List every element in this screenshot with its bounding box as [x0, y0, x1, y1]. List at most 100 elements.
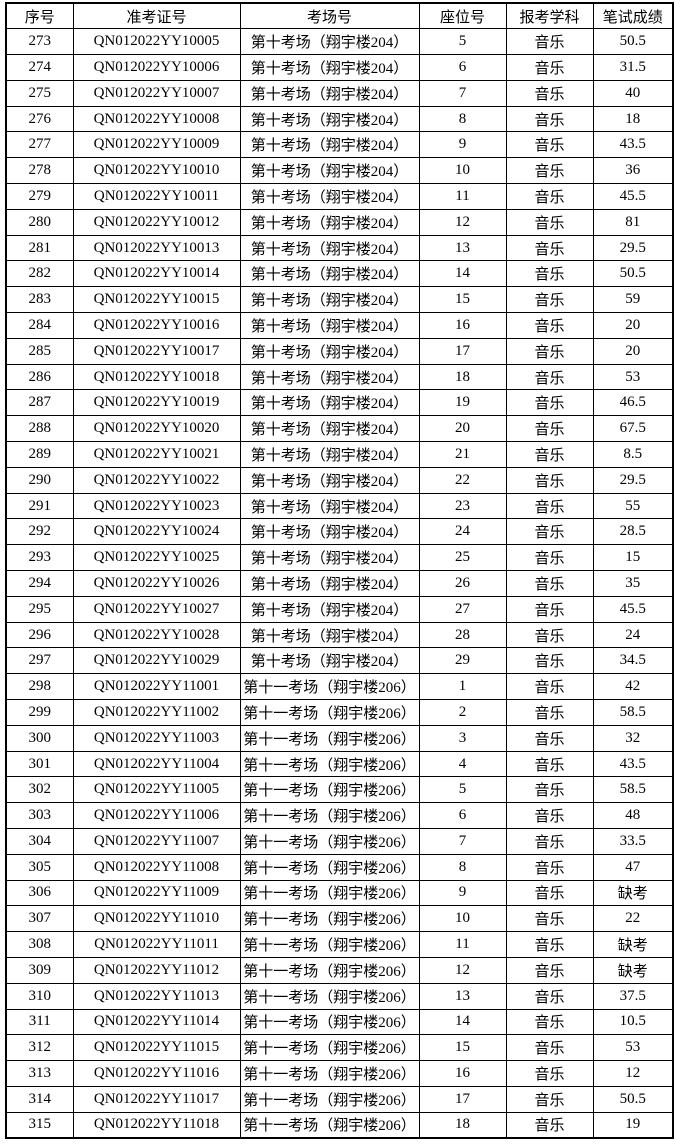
- cell-seat-number: 16: [418, 1060, 507, 1087]
- cell-index: 278: [5, 157, 74, 185]
- cell-exam-room: 第十一考场（翔宇楼206）: [239, 931, 420, 958]
- cell-ticket-number: QN012022YY10013: [72, 234, 241, 262]
- table-row: 308 QN012022YY11011 第十一考场（翔宇楼206） 11 音乐 缺考: [5, 931, 674, 958]
- cell-seat-number: 25: [418, 544, 507, 572]
- cell-score: 18: [592, 105, 674, 133]
- cell-index: 297: [5, 647, 74, 675]
- cell-exam-room: 第十一考场（翔宇楼206）: [239, 802, 420, 829]
- cell-ticket-number: QN012022YY11014: [72, 1008, 241, 1036]
- cell-seat-number: 6: [418, 802, 507, 829]
- cell-score: 20: [592, 337, 674, 365]
- cell-index: 289: [5, 441, 74, 468]
- cell-ticket-number: QN012022YY10009: [72, 131, 241, 159]
- cell-subject: 音乐: [505, 1060, 594, 1087]
- table-row: 298 QN012022YY11001 第十一考场（翔宇楼206） 1 音乐 42: [5, 673, 674, 701]
- cell-ticket-number: QN012022YY11004: [72, 750, 241, 778]
- cell-seat-number: 13: [418, 982, 507, 1010]
- cell-seat-number: 8: [418, 853, 507, 881]
- cell-ticket-number: QN012022YY10006: [72, 54, 241, 81]
- cell-score: 36: [592, 157, 674, 185]
- cell-index: 299: [5, 699, 74, 726]
- cell-ticket-number: QN012022YY10024: [72, 518, 241, 546]
- cell-ticket-number: QN012022YY10026: [72, 570, 241, 597]
- cell-seat-number: 24: [418, 518, 507, 546]
- cell-exam-room: 第十考场（翔宇楼204）: [239, 363, 420, 391]
- cell-seat-number: 11: [418, 183, 507, 210]
- cell-seat-number: 28: [418, 621, 507, 649]
- cell-seat-number: 4: [418, 750, 507, 778]
- cell-score: 45.5: [592, 595, 674, 623]
- cell-score: 53: [592, 1034, 674, 1062]
- cell-score: 48: [592, 802, 674, 829]
- cell-index: 290: [5, 466, 74, 494]
- table-row: 309 QN012022YY11012 第十一考场（翔宇楼206） 12 音乐 缺考: [5, 956, 674, 984]
- cell-index: 308: [5, 931, 74, 958]
- cell-subject: 音乐: [505, 105, 594, 133]
- cell-seat-number: 22: [418, 466, 507, 494]
- cell-exam-room: 第十一考场（翔宇楼206）: [239, 1034, 420, 1062]
- cell-seat-number: 14: [418, 260, 507, 288]
- cell-subject: 音乐: [505, 208, 594, 236]
- cell-index: 300: [5, 724, 74, 752]
- table-row: 286 QN012022YY10018 第十考场（翔宇楼204） 18 音乐 53: [5, 363, 674, 391]
- cell-seat-number: 18: [418, 1111, 507, 1139]
- table-row: 301 QN012022YY11004 第十一考场（翔宇楼206） 4 音乐 43.5: [5, 750, 674, 778]
- cell-subject: 音乐: [505, 776, 594, 804]
- cell-ticket-number: QN012022YY11018: [72, 1111, 241, 1139]
- cell-ticket-number: QN012022YY11015: [72, 1034, 241, 1062]
- cell-index: 314: [5, 1085, 74, 1113]
- cell-seat-number: 16: [418, 312, 507, 339]
- cell-index: 305: [5, 853, 74, 881]
- cell-exam-room: 第十一考场（翔宇楼206）: [239, 1111, 420, 1139]
- cell-score: 50.5: [592, 1085, 674, 1113]
- column-header-score: 笔试成绩: [592, 2, 674, 30]
- cell-subject: 音乐: [505, 260, 594, 288]
- exam-results-table: 序号 准考证号 考场号 座位号 报考学科 笔试成绩 273 QN012022YY10005 第…: [5, 2, 674, 1140]
- cell-ticket-number: QN012022YY10014: [72, 260, 241, 288]
- cell-index: 310: [5, 982, 74, 1010]
- table-row: 313 QN012022YY11016 第十一考场（翔宇楼206） 16 音乐 12: [5, 1060, 674, 1087]
- cell-seat-number: 13: [418, 234, 507, 262]
- cell-exam-room: 第十一考场（翔宇楼206）: [239, 905, 420, 933]
- cell-seat-number: 2: [418, 699, 507, 726]
- cell-seat-number: 20: [418, 415, 507, 443]
- cell-exam-room: 第十考场（翔宇楼204）: [239, 183, 420, 210]
- table-row: 314 QN012022YY11017 第十一考场（翔宇楼206） 17 音乐 50.5: [5, 1085, 674, 1113]
- cell-seat-number: 19: [418, 389, 507, 417]
- table-row: 294 QN012022YY10026 第十考场（翔宇楼204） 26 音乐 35: [5, 570, 674, 597]
- table-row: 299 QN012022YY11002 第十一考场（翔宇楼206） 2 音乐 58.5: [5, 699, 674, 726]
- cell-subject: 音乐: [505, 647, 594, 675]
- cell-exam-room: 第十一考场（翔宇楼206）: [239, 828, 420, 855]
- cell-exam-room: 第十考场（翔宇楼204）: [239, 647, 420, 675]
- cell-exam-room: 第十一考场（翔宇楼206）: [239, 699, 420, 726]
- cell-score: 43.5: [592, 750, 674, 778]
- cell-exam-room: 第十考场（翔宇楼204）: [239, 415, 420, 443]
- table-row: 280 QN012022YY10012 第十考场（翔宇楼204） 12 音乐 81: [5, 208, 674, 236]
- cell-seat-number: 17: [418, 1085, 507, 1113]
- cell-ticket-number: QN012022YY11002: [72, 699, 241, 726]
- table-row: 285 QN012022YY10017 第十考场（翔宇楼204） 17 音乐 20: [5, 337, 674, 365]
- cell-subject: 音乐: [505, 79, 594, 107]
- cell-subject: 音乐: [505, 750, 594, 778]
- cell-index: 274: [5, 54, 74, 81]
- cell-index: 304: [5, 828, 74, 855]
- cell-exam-room: 第十考场（翔宇楼204）: [239, 157, 420, 185]
- cell-ticket-number: QN012022YY10017: [72, 337, 241, 365]
- cell-subject: 音乐: [505, 312, 594, 339]
- cell-seat-number: 8: [418, 105, 507, 133]
- cell-index: 315: [5, 1111, 74, 1139]
- table-row: 279 QN012022YY10011 第十考场（翔宇楼204） 11 音乐 45.5: [5, 183, 674, 210]
- table-row: 274 QN012022YY10006 第十考场（翔宇楼204） 6 音乐 31.5: [5, 54, 674, 81]
- cell-score: 31.5: [592, 54, 674, 81]
- cell-exam-room: 第十考场（翔宇楼204）: [239, 544, 420, 572]
- cell-ticket-number: QN012022YY10005: [72, 28, 241, 56]
- cell-index: 283: [5, 286, 74, 314]
- table-row: 290 QN012022YY10022 第十考场（翔宇楼204） 22 音乐 29.5: [5, 466, 674, 494]
- cell-ticket-number: QN012022YY11013: [72, 982, 241, 1010]
- cell-index: 273: [5, 28, 74, 56]
- cell-ticket-number: QN012022YY10008: [72, 105, 241, 133]
- cell-index: 312: [5, 1034, 74, 1062]
- cell-score: 15: [592, 544, 674, 572]
- cell-index: 313: [5, 1060, 74, 1087]
- cell-exam-room: 第十考场（翔宇楼204）: [239, 441, 420, 468]
